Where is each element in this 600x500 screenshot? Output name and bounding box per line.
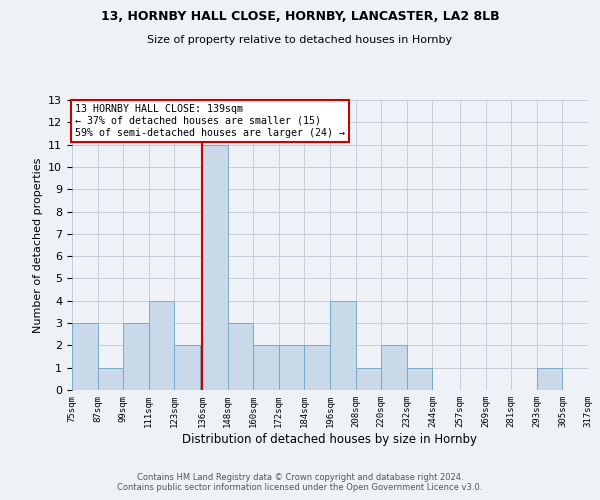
Bar [149, 301, 175, 390]
Text: 13 HORNBY HALL CLOSE: 139sqm
← 37% of detached houses are smaller (15)
59% of se: 13 HORNBY HALL CLOSE: 139sqm ← 37% of de… [74, 104, 344, 138]
Bar [330, 301, 356, 390]
X-axis label: Distribution of detached houses by size in Hornby: Distribution of detached houses by size … [182, 432, 478, 446]
Y-axis label: Number of detached properties: Number of detached properties [32, 158, 43, 332]
Bar [202, 144, 227, 390]
Bar [72, 323, 98, 390]
Bar [407, 368, 433, 390]
Text: 13, HORNBY HALL CLOSE, HORNBY, LANCASTER, LA2 8LB: 13, HORNBY HALL CLOSE, HORNBY, LANCASTER… [101, 10, 499, 23]
Bar [356, 368, 381, 390]
Text: Contains HM Land Registry data © Crown copyright and database right 2024.
Contai: Contains HM Land Registry data © Crown c… [118, 473, 482, 492]
Bar [304, 346, 330, 390]
Bar [98, 368, 123, 390]
Bar [279, 346, 304, 390]
Bar [227, 323, 253, 390]
Bar [123, 323, 149, 390]
Bar [381, 346, 407, 390]
Bar [537, 368, 562, 390]
Text: Size of property relative to detached houses in Hornby: Size of property relative to detached ho… [148, 35, 452, 45]
Bar [175, 346, 200, 390]
Bar [253, 346, 279, 390]
